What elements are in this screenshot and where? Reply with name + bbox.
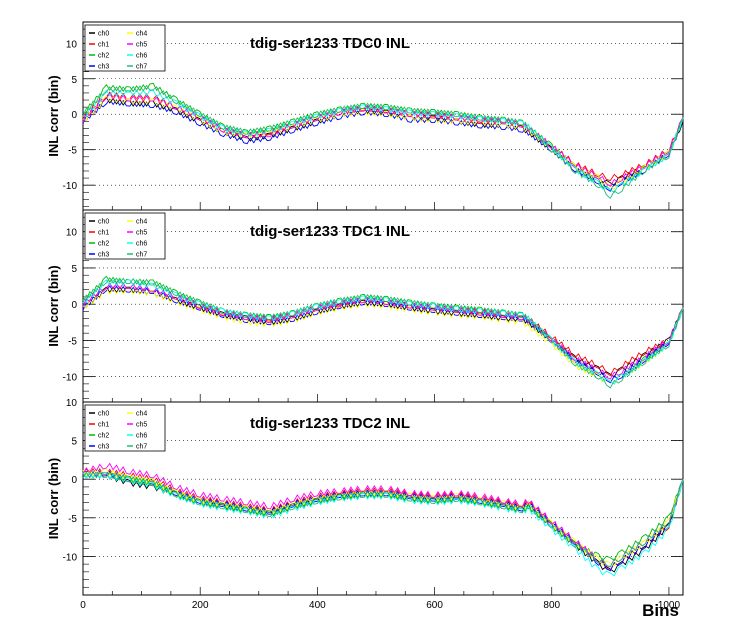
y-tick-label: 0: [71, 475, 77, 486]
y-tick-label: -5: [68, 336, 77, 347]
legend-label-ch0: ch0: [98, 219, 109, 226]
legend-label-ch3: ch3: [98, 64, 109, 71]
y-tick-label: 0: [71, 300, 77, 311]
panels: -10 -5 0 5 10 tdig-ser1233 TDC0 INL INL corr (…: [46, 21, 684, 620]
legend-label-ch2: ch2: [98, 241, 109, 248]
panel-0: -10 -5 0 5 10 tdig-ser1233 TDC0 INL INL corr (…: [46, 21, 684, 211]
series-line-ch7: [82, 84, 684, 200]
x-tick-label: 1000: [658, 600, 681, 611]
legend-label-ch5: ch5: [136, 42, 147, 49]
series-line-ch5: [82, 282, 684, 380]
legend-label-ch3: ch3: [98, 444, 109, 451]
legend-label-ch2: ch2: [98, 433, 109, 440]
legend-box: [84, 212, 166, 260]
legend-label-ch4: ch4: [136, 31, 147, 38]
y-tick-label: -5: [68, 146, 77, 157]
y-tick-label: 10: [66, 398, 78, 409]
y-tick-label: 10: [66, 39, 78, 50]
panel-title: tdig-ser1233 TDC2 INL: [250, 415, 410, 432]
y-tick-label: 10: [66, 228, 78, 239]
legend-label-ch7: ch7: [136, 444, 147, 451]
legend-label-ch0: ch0: [98, 411, 109, 418]
series-line-ch3: [82, 470, 684, 572]
legend-box: [84, 24, 166, 72]
x-axis-label: Bins: [642, 601, 679, 620]
panel-2: -10 -5 0 5 10 0 200 400 600 800 1000 tdig-ser1233 T…: [46, 398, 684, 620]
y-tick-label: 0: [71, 110, 77, 121]
x-tick-label: 400: [309, 600, 326, 611]
series-line-ch7: [82, 276, 684, 389]
y-axis-label: INL corr (bin): [46, 75, 61, 156]
x-tick-label: 800: [543, 600, 560, 611]
y-tick-label: 5: [71, 437, 77, 448]
y-axis-label: INL corr (bin): [46, 458, 61, 539]
y-tick-label: -10: [63, 552, 78, 563]
panel-1: -10 -5 0 5 10 tdig-ser1233 TDC1 INL INL corr (…: [46, 209, 684, 403]
legend-label-ch4: ch4: [136, 411, 147, 418]
legend-label-ch3: ch3: [98, 252, 109, 259]
y-tick-label: -5: [68, 514, 77, 525]
legend-label-ch1: ch1: [98, 42, 109, 49]
legend-box: [84, 404, 166, 452]
y-tick-label: -10: [63, 181, 78, 192]
legend-label-ch4: ch4: [136, 219, 147, 226]
legend-label-ch1: ch1: [98, 422, 109, 429]
y-tick-label: 5: [71, 75, 77, 86]
x-tick-label: 0: [80, 600, 86, 611]
series-line-ch5: [82, 92, 684, 187]
series-line-ch7: [82, 471, 684, 568]
legend-label-ch5: ch5: [136, 422, 147, 429]
legend-label-ch7: ch7: [136, 64, 147, 71]
y-tick-label: -10: [63, 373, 78, 384]
y-axis-label: INL corr (bin): [46, 265, 61, 346]
series-line-ch4: [82, 287, 684, 385]
series-line-ch5: [82, 462, 684, 568]
legend-label-ch5: ch5: [136, 230, 147, 237]
x-tick-label: 600: [426, 600, 443, 611]
legend-label-ch1: ch1: [98, 230, 109, 237]
x-tick-label: 200: [192, 600, 209, 611]
legend-label-ch0: ch0: [98, 31, 109, 38]
panel-title: tdig-ser1233 TDC1 INL: [250, 223, 410, 240]
legend-label-ch6: ch6: [136, 433, 147, 440]
legend-label-ch2: ch2: [98, 53, 109, 60]
legend-label-ch7: ch7: [136, 252, 147, 259]
legend-label-ch6: ch6: [136, 241, 147, 248]
legend-label-ch6: ch6: [136, 53, 147, 60]
panel-title: tdig-ser1233 TDC0 INL: [250, 35, 410, 52]
y-tick-label: 5: [71, 264, 77, 275]
